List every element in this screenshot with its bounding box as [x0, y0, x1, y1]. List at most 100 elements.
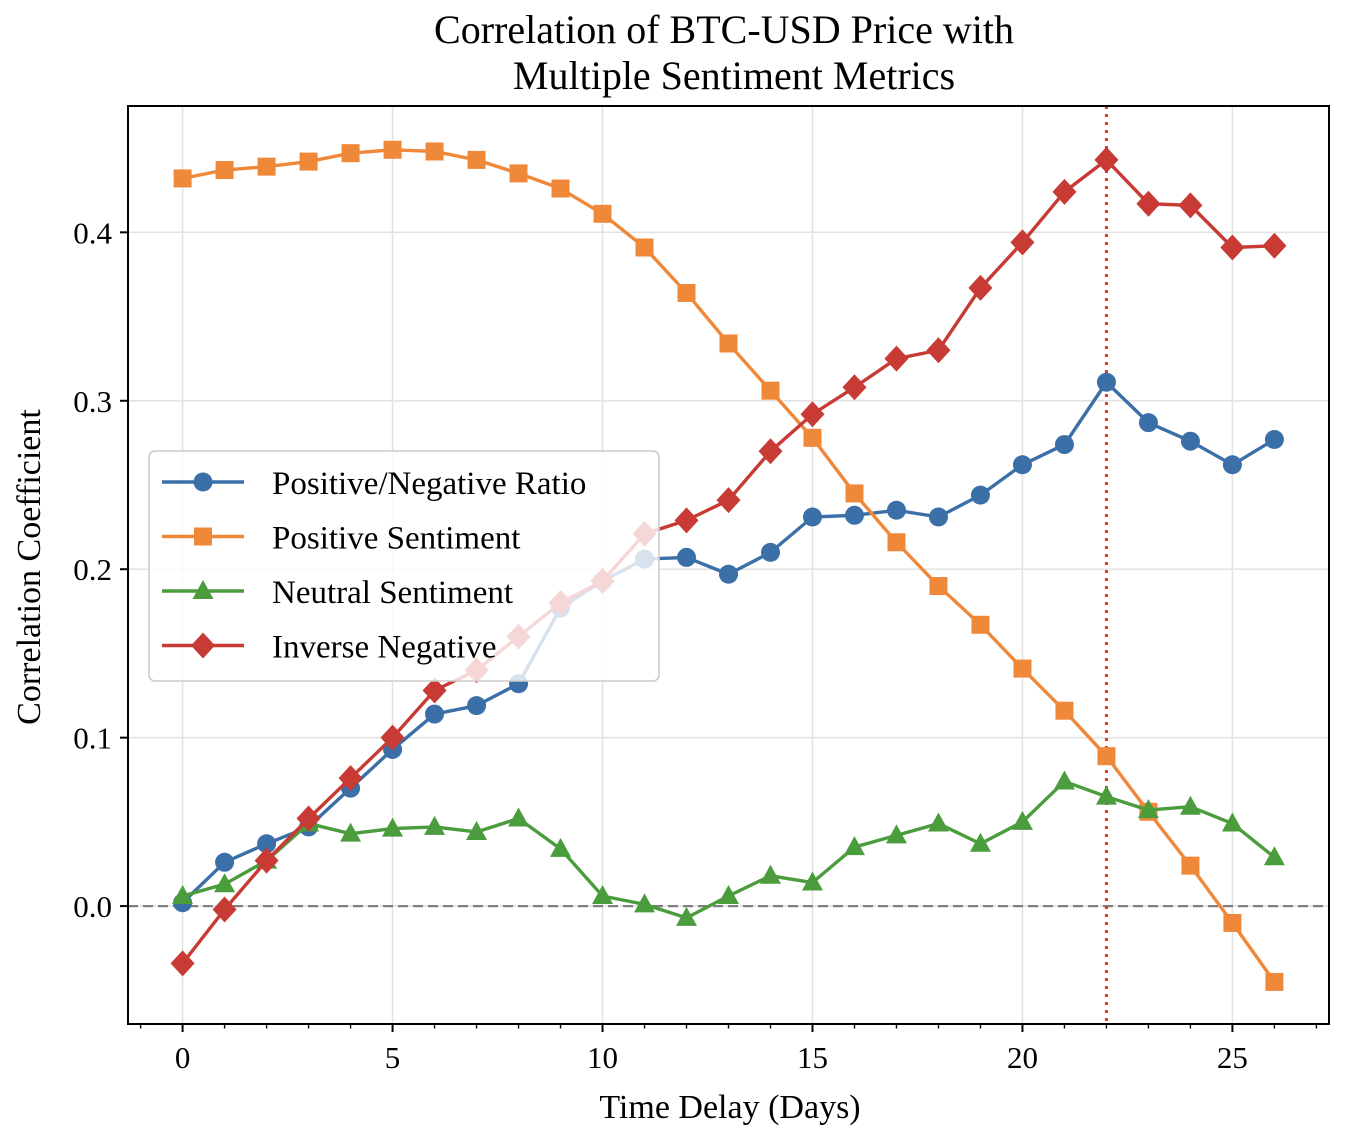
data-point-positive-sentiment — [1181, 856, 1200, 875]
data-point-positive-sentiment — [215, 161, 234, 180]
x-tick-label: 20 — [1007, 1040, 1038, 1075]
data-point-positive-negative-ratio — [1096, 372, 1116, 392]
chart-title-line-1: Correlation of BTC-USD Price with — [434, 7, 1014, 52]
data-point-positive-sentiment — [719, 334, 738, 353]
legend-marker-neutral-sentiment — [192, 580, 214, 599]
data-point-inverse-negative — [296, 805, 321, 832]
y-tick-label: 0.4 — [73, 215, 112, 250]
data-point-inverse-negative — [968, 274, 993, 301]
data-point-neutral-sentiment — [1221, 812, 1243, 832]
data-point-positive-sentiment — [173, 169, 192, 188]
data-point-positive-negative-ratio — [886, 500, 906, 520]
data-point-positive-sentiment — [383, 140, 402, 159]
series-positive-sentiment — [173, 140, 1284, 991]
data-point-positive-negative-ratio — [802, 507, 822, 527]
data-point-neutral-sentiment — [340, 822, 362, 842]
data-point-positive-sentiment — [257, 157, 276, 176]
data-point-positive-sentiment — [1013, 659, 1032, 678]
data-point-positive-negative-ratio — [1012, 455, 1032, 475]
data-point-neutral-sentiment — [592, 884, 614, 904]
data-point-positive-sentiment — [341, 144, 360, 163]
x-axis-label: Time Delay (Days) — [599, 1089, 860, 1126]
y-tick-label: 0.2 — [73, 552, 112, 587]
data-point-inverse-negative — [926, 337, 951, 364]
data-point-positive-sentiment — [551, 179, 570, 198]
data-point-neutral-sentiment — [759, 864, 781, 884]
data-point-inverse-negative — [380, 724, 405, 751]
data-point-inverse-negative — [758, 438, 783, 465]
legend-marker-inverse-negative — [191, 632, 215, 659]
data-point-inverse-negative — [716, 487, 741, 514]
data-point-inverse-negative — [674, 507, 699, 534]
reference-lines — [128, 106, 1329, 1024]
data-point-inverse-negative — [1178, 192, 1203, 219]
data-point-inverse-negative — [170, 950, 195, 977]
data-point-positive-sentiment — [887, 533, 906, 552]
data-point-neutral-sentiment — [676, 906, 698, 926]
legend-marker-positive-sentiment — [194, 527, 212, 546]
data-point-neutral-sentiment — [550, 837, 572, 857]
data-point-inverse-negative — [422, 677, 447, 704]
axes: 0 5 10 15 20 25 0.0 0.1 0.2 0.3 0.4 — [73, 105, 1330, 1075]
data-point-neutral-sentiment — [843, 836, 865, 856]
data-point-positive-sentiment — [845, 484, 864, 503]
data-point-inverse-negative — [842, 374, 867, 401]
data-point-positive-sentiment — [299, 152, 318, 171]
legend-label-neutral-sentiment: Neutral Sentiment — [272, 575, 513, 611]
data-point-neutral-sentiment — [1137, 799, 1159, 819]
x-tick-label: 10 — [587, 1040, 618, 1075]
data-point-positive-sentiment — [467, 150, 486, 169]
x-tick-label: 0 — [175, 1040, 191, 1075]
data-point-positive-negative-ratio — [257, 834, 277, 854]
data-point-positive-sentiment — [677, 283, 696, 302]
data-point-inverse-negative — [212, 896, 237, 923]
data-point-inverse-negative — [1010, 229, 1035, 256]
data-point-positive-negative-ratio — [970, 485, 990, 505]
data-point-positive-negative-ratio — [844, 505, 864, 525]
data-point-neutral-sentiment — [1095, 785, 1117, 805]
y-tick-label: 0.0 — [73, 889, 112, 924]
data-point-inverse-negative — [1220, 234, 1245, 261]
data-point-neutral-sentiment — [508, 807, 530, 827]
data-point-neutral-sentiment — [927, 812, 949, 832]
data-point-neutral-sentiment — [801, 871, 823, 891]
data-point-positive-sentiment — [971, 615, 990, 634]
x-tick-label: 5 — [385, 1040, 401, 1075]
data-point-neutral-sentiment — [382, 817, 404, 837]
data-point-neutral-sentiment — [634, 893, 656, 913]
data-point-positive-sentiment — [425, 142, 444, 161]
data-point-positive-sentiment — [803, 428, 822, 447]
data-point-inverse-negative — [1136, 190, 1161, 217]
data-point-inverse-negative — [1094, 146, 1119, 173]
series-neutral-sentiment — [172, 770, 1285, 926]
data-point-neutral-sentiment — [1179, 795, 1201, 815]
data-point-inverse-negative — [800, 401, 825, 428]
data-point-positive-sentiment — [1265, 972, 1284, 991]
legend-label-inverse-negative: Inverse Negative — [272, 630, 496, 666]
data-point-positive-negative-ratio — [1222, 455, 1242, 475]
x-tick-label: 25 — [1217, 1040, 1248, 1075]
legend: Positive/Negative Ratio Positive Sentimen… — [148, 450, 660, 682]
data-point-neutral-sentiment — [718, 884, 739, 904]
legend-label-positive-sentiment: Positive Sentiment — [272, 521, 520, 557]
data-point-positive-sentiment — [929, 577, 948, 596]
legend-box — [148, 450, 660, 682]
data-point-positive-negative-ratio — [928, 507, 948, 527]
data-point-positive-negative-ratio — [467, 696, 487, 716]
data-point-neutral-sentiment — [214, 873, 236, 893]
data-point-positive-negative-ratio — [1264, 430, 1284, 450]
data-point-positive-sentiment — [1223, 913, 1242, 932]
data-point-positive-negative-ratio — [1054, 435, 1074, 455]
data-point-neutral-sentiment — [1053, 770, 1075, 790]
data-point-neutral-sentiment — [172, 884, 194, 904]
x-tick-label: 15 — [797, 1040, 828, 1075]
data-point-positive-negative-ratio — [760, 542, 780, 562]
data-point-positive-sentiment — [761, 381, 780, 400]
data-point-inverse-negative — [338, 765, 363, 792]
data-point-inverse-negative — [254, 847, 279, 874]
data-point-positive-sentiment — [1055, 701, 1074, 720]
data-point-positive-sentiment — [635, 238, 654, 257]
data-point-inverse-negative — [884, 345, 909, 372]
